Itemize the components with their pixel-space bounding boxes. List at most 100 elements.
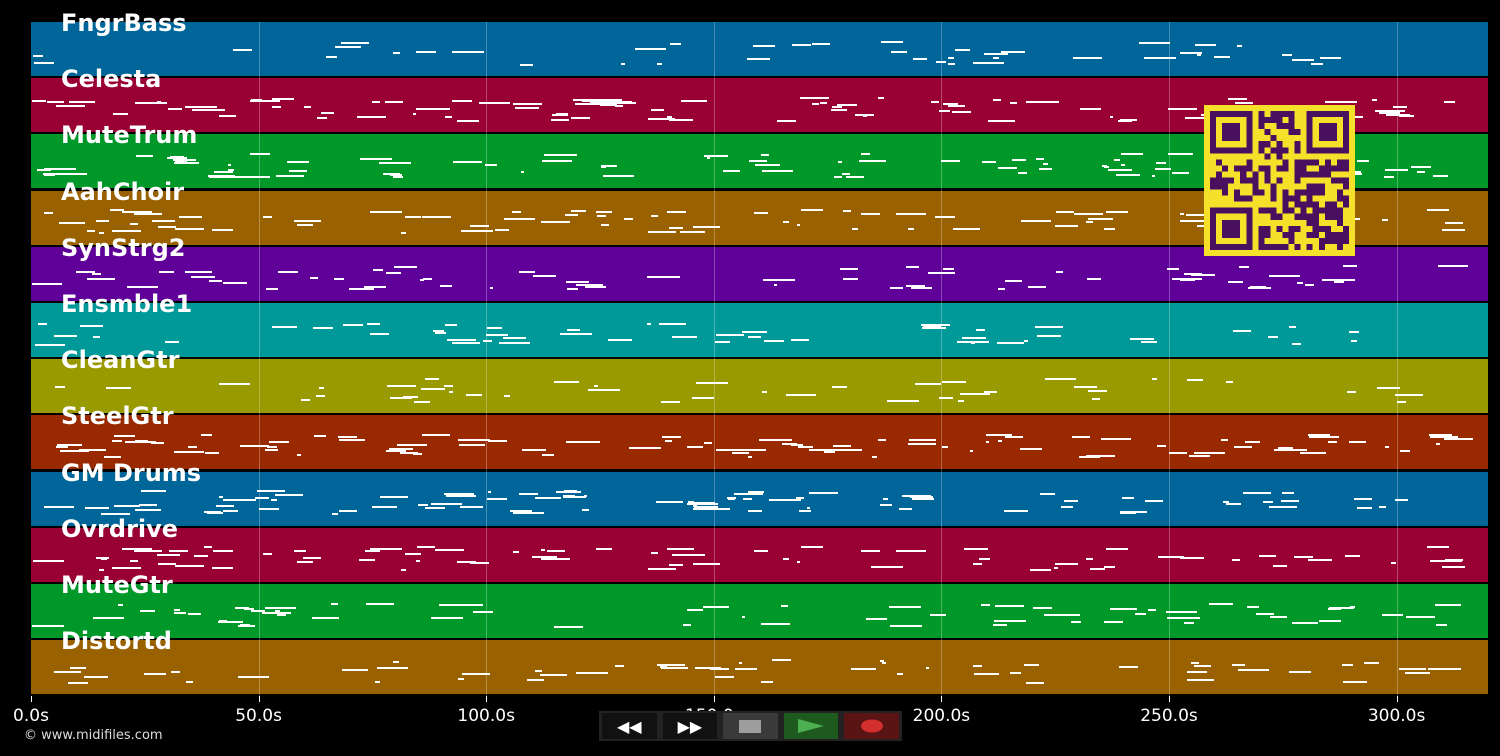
midi-note [1292,58,1315,61]
midi-note [1194,452,1226,455]
midi-note [487,326,503,329]
midi-note [704,442,713,445]
midi-note [140,609,155,612]
midi-note [887,400,920,403]
midi-note [982,161,996,164]
midi-note [953,227,981,230]
midi-note [565,440,593,443]
midi-note [425,378,439,381]
stop-button[interactable] [723,713,778,739]
midi-note [553,625,583,628]
midi-note [369,548,403,551]
midi-note [205,452,220,455]
midi-note [297,453,302,456]
midi-note [1378,111,1400,114]
midi-note [1183,273,1203,276]
midi-note [1364,661,1380,664]
midi-note [669,227,683,230]
midi-note [615,664,624,667]
midi-note [486,497,508,500]
midi-note [1188,454,1211,457]
midi-note [510,509,533,512]
tick-label: 50.0s [235,706,282,726]
midi-note [357,115,386,118]
midi-note [1070,614,1081,617]
midi-note [1134,612,1147,615]
midi-note [42,173,75,176]
midi-note [997,440,1002,443]
fast-forward-button[interactable]: ▶▶ [662,713,718,739]
midi-note [1088,389,1108,392]
midi-note [1328,607,1342,610]
midi-note [1445,559,1464,562]
midi-note [687,609,703,612]
midi-note [32,559,65,562]
midi-note [928,271,951,274]
midi-note [294,549,307,552]
midi-note [843,210,852,213]
midi-note [1357,507,1373,510]
record-button[interactable] [844,713,899,739]
midi-note [87,229,96,232]
midi-note [32,624,65,627]
midi-note [544,154,577,157]
midi-note [540,558,570,561]
midi-note [413,400,430,403]
midi-note [942,380,966,383]
midi-note [499,341,530,344]
midi-note [546,550,565,553]
midi-note [157,553,180,556]
midi-note [1025,101,1059,104]
midi-note [907,227,915,230]
midi-note [859,159,886,162]
midi-note [1393,106,1408,109]
midi-note [666,116,673,119]
midi-note [600,101,632,103]
midi-note [1193,664,1211,667]
midi-note [1429,433,1452,436]
midi-note [175,228,205,231]
midi-note [1040,493,1055,496]
midi-note [669,118,694,121]
midi-note [207,174,236,177]
midi-note [1294,555,1313,558]
midi-note [1120,152,1143,155]
midi-note [1168,152,1194,155]
midi-note [694,505,718,508]
midi-note [173,158,197,161]
copyright-text: © www.midifiles.com [24,728,163,743]
midi-note [219,115,236,118]
midi-note [478,101,511,104]
tick-label: 200.0s [912,706,971,726]
midi-note [274,493,303,496]
midi-note [1238,265,1250,268]
midi-note [418,503,429,506]
midi-note [451,100,473,103]
rewind-button[interactable]: ◀◀ [602,713,657,739]
midi-note [1071,621,1081,624]
midi-note [738,662,743,665]
midi-note [186,680,194,683]
track-label: Celesta [61,65,162,94]
midi-note [667,210,687,213]
midi-note [1166,611,1198,614]
midi-note [1130,337,1154,340]
midi-note [978,558,991,561]
midi-note [54,385,65,388]
midi-note [655,500,684,503]
midi-note [890,50,907,53]
midi-note [170,156,185,159]
midi-note [1119,666,1138,669]
track-row: Distortd [31,627,1488,695]
midi-note [269,441,289,444]
midi-note [692,562,720,565]
midi-note [781,443,798,446]
midi-note [366,603,394,606]
midi-note [659,666,667,669]
midi-note [732,452,749,455]
play-button[interactable] [783,713,839,739]
midi-note [1268,336,1279,339]
midi-note [34,344,65,347]
midi-note [834,175,842,178]
midi-note [390,397,412,400]
